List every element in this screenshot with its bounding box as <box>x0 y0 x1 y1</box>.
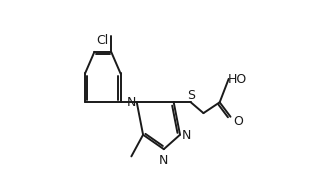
Text: O: O <box>233 115 243 128</box>
Text: S: S <box>187 89 195 102</box>
Text: Cl: Cl <box>97 34 109 47</box>
Text: N: N <box>127 96 136 109</box>
Text: N: N <box>159 154 168 167</box>
Text: N: N <box>182 129 191 142</box>
Text: HO: HO <box>228 74 247 87</box>
